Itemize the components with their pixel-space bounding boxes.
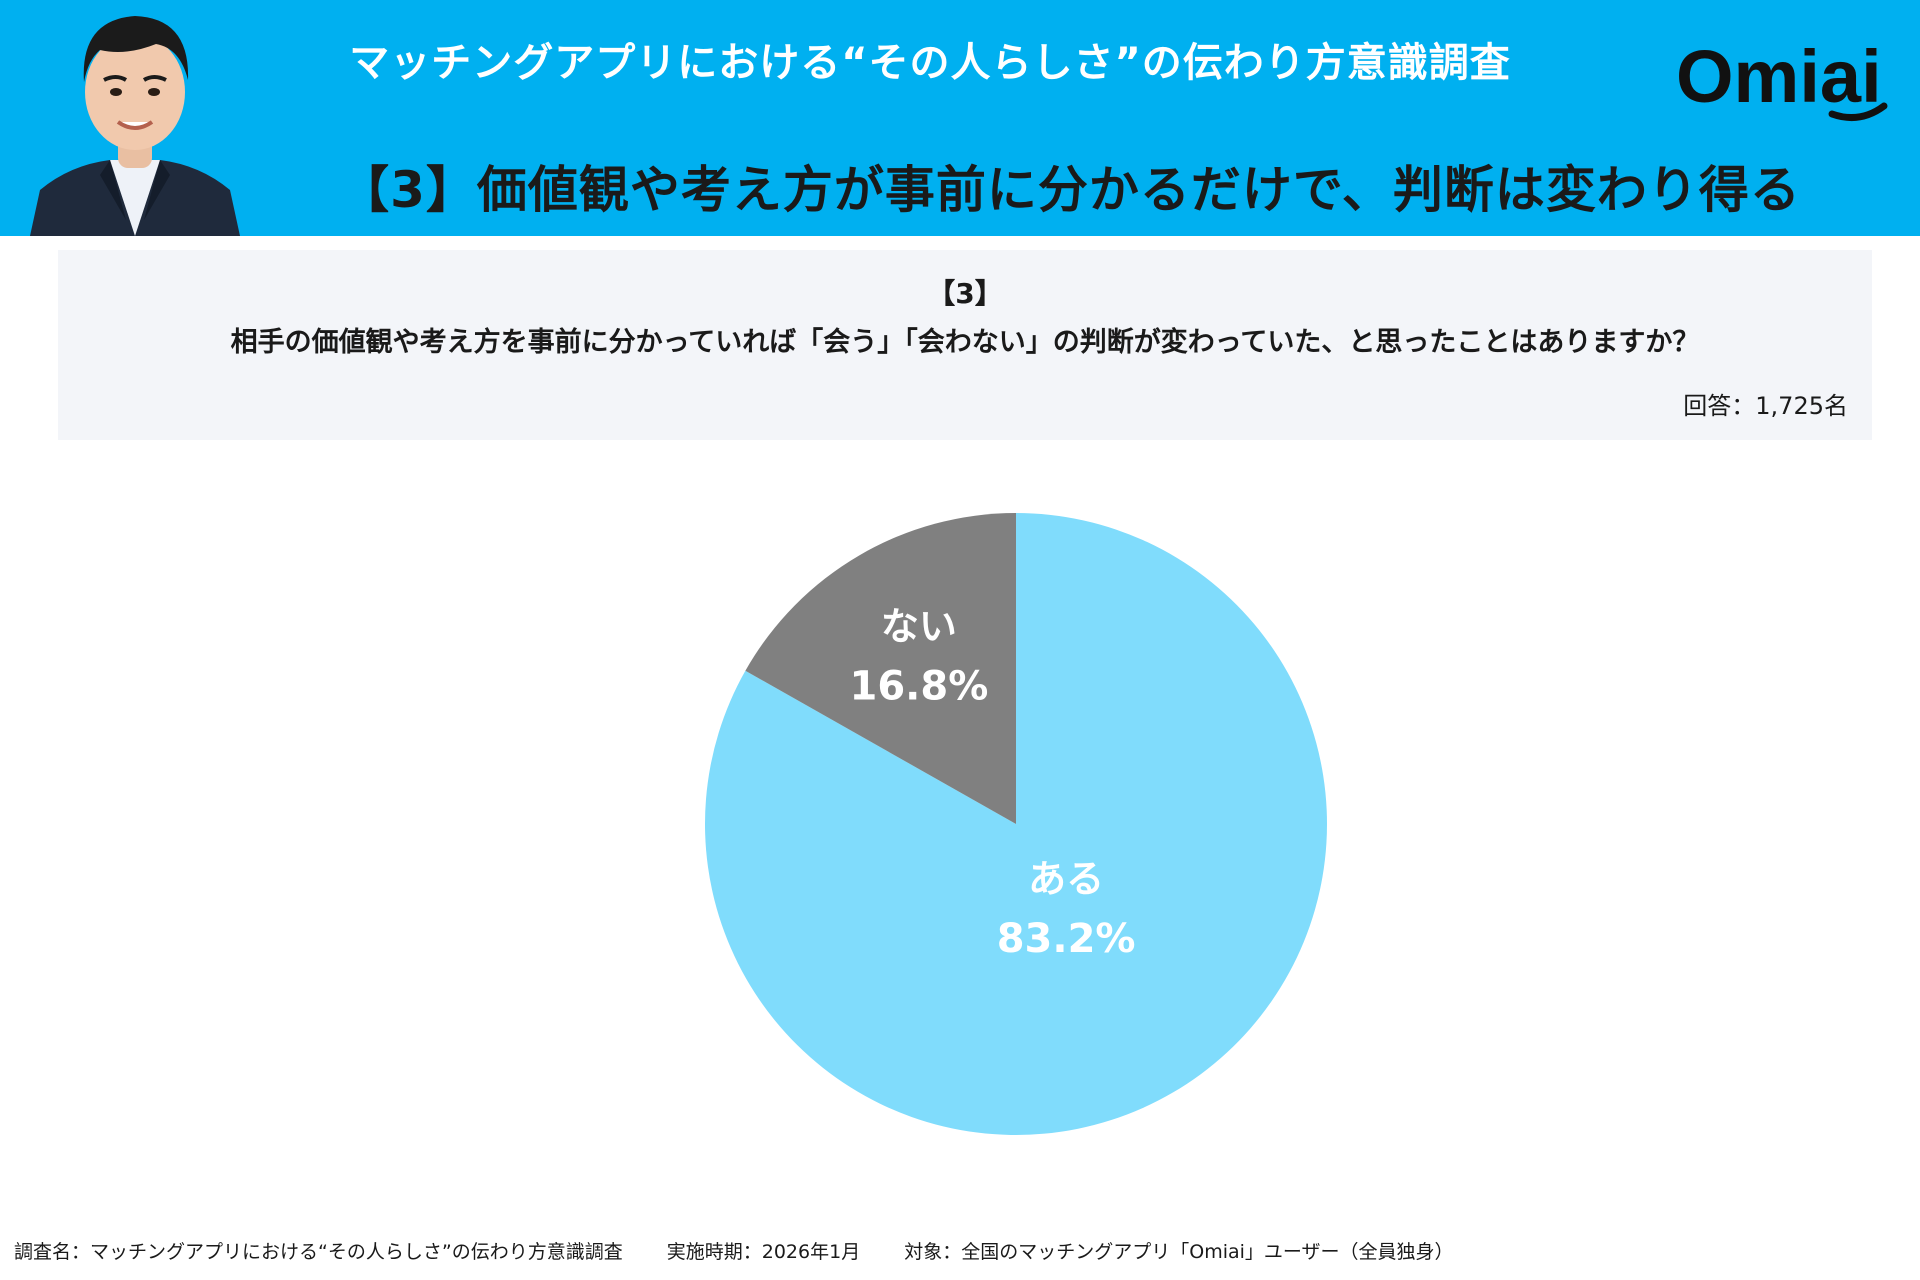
pie-slice-no xyxy=(745,513,1016,824)
pie-chart-svg: ある 83.2% ない 16.8% xyxy=(704,513,1327,1135)
footer-survey-name: 調査名：マッチングアプリにおける“その人らしさ”の伝わり方意識調査 xyxy=(14,1241,623,1263)
footer-period: 実施時期：2026年1月 xyxy=(666,1241,861,1263)
slice-value-yes: 83.2% xyxy=(997,916,1136,962)
question-number: 【3】 xyxy=(927,277,1003,310)
slice-label-no: ない xyxy=(881,604,957,648)
slice-label-yes: ある xyxy=(1028,857,1104,901)
finding-title: 【3】価値観や考え方が事前に分かるだけで、判断は変わり得る xyxy=(339,161,1801,219)
logo-wordmark: Omiai xyxy=(1676,35,1882,118)
footer-target: 対象：全国のマッチングアプリ「Omiai」ユーザー（全員独身） xyxy=(904,1241,1454,1263)
spokesperson-portrait xyxy=(30,0,240,236)
question-box: 【3】 相手の価値観や考え方を事前に分かっていれば「会う」「会わない」の判断が変… xyxy=(58,250,1872,440)
survey-title: マッチングアプリにおける“その人らしさ”の伝わり方意識調査 xyxy=(349,40,1511,86)
omiai-logo: Omiai xyxy=(1670,26,1900,136)
slice-value-no: 16.8% xyxy=(850,663,989,709)
pie-chart: ある 83.2% ない 16.8% xyxy=(0,440,1920,1180)
question-text: 相手の価値観や考え方を事前に分かっていれば「会う」「会わない」の判断が変わってい… xyxy=(230,327,1700,358)
header-banner: マッチングアプリにおける“その人らしさ”の伝わり方意識調査 【3】価値観や考え方… xyxy=(0,0,1920,236)
respondent-count: 回答：1,725名 xyxy=(1683,392,1848,420)
footer-note: 調査名：マッチングアプリにおける“その人らしさ”の伝わり方意識調査 実施時期：2… xyxy=(14,1237,1914,1264)
